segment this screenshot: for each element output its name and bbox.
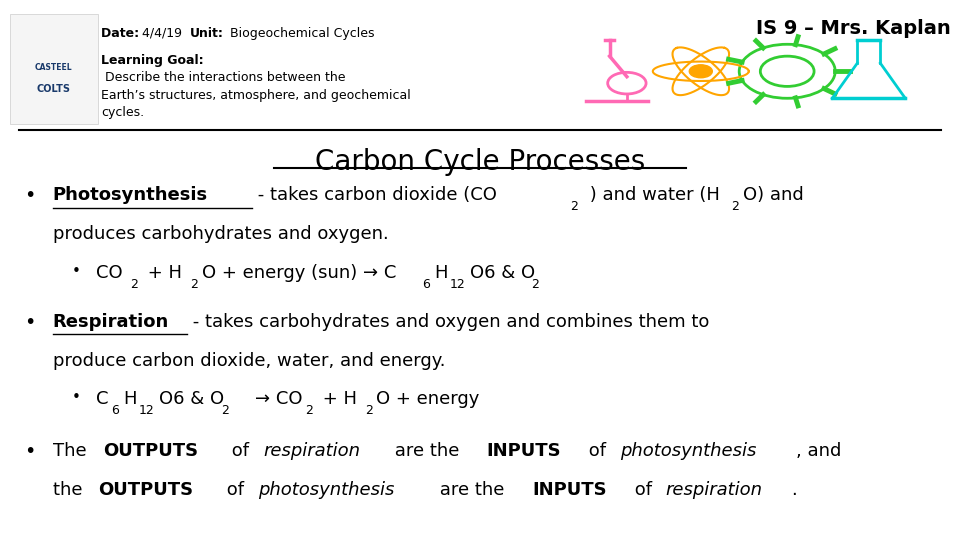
Text: of: of	[227, 442, 255, 460]
Text: 6: 6	[111, 404, 119, 417]
Text: COLTS: COLTS	[36, 84, 71, 94]
Text: Describe the interactions between the: Describe the interactions between the	[101, 71, 346, 84]
Text: IS 9 – Mrs. Kaplan: IS 9 – Mrs. Kaplan	[756, 19, 950, 38]
Text: - takes carbohydrates and oxygen and combines them to: - takes carbohydrates and oxygen and com…	[187, 313, 709, 330]
Text: - takes carbon dioxide (CO: - takes carbon dioxide (CO	[252, 186, 496, 204]
Text: INPUTS: INPUTS	[532, 481, 607, 498]
Text: of: of	[629, 481, 658, 498]
Text: CO: CO	[96, 264, 123, 282]
Text: •: •	[72, 264, 81, 279]
Text: photosynthesis: photosynthesis	[620, 442, 756, 460]
Text: 12: 12	[449, 278, 465, 291]
Text: , and: , and	[796, 442, 842, 460]
Text: 2: 2	[221, 404, 228, 417]
Text: 2: 2	[365, 404, 372, 417]
Text: H: H	[123, 390, 136, 408]
Text: + H: + H	[317, 390, 357, 408]
Text: Earth’s structures, atmosphere, and geochemical: Earth’s structures, atmosphere, and geoc…	[101, 89, 411, 102]
Text: OUTPUTS: OUTPUTS	[98, 481, 193, 498]
Bar	[10, 14, 98, 124]
Text: 2: 2	[131, 278, 138, 291]
Text: Carbon Cycle Processes: Carbon Cycle Processes	[315, 148, 645, 177]
Text: ) and water (H: ) and water (H	[584, 186, 720, 204]
Text: 2: 2	[305, 404, 313, 417]
Text: 2: 2	[531, 278, 539, 291]
Text: are the: are the	[434, 481, 510, 498]
Text: •: •	[24, 313, 36, 332]
Text: Learning Goal:: Learning Goal:	[101, 54, 204, 67]
Text: are the: are the	[389, 442, 465, 460]
Text: photosynthesis: photosynthesis	[258, 481, 395, 498]
Text: O + energy (sun) → C: O + energy (sun) → C	[202, 264, 396, 282]
Text: 2: 2	[570, 200, 578, 213]
Circle shape	[689, 65, 712, 78]
Text: .: .	[791, 481, 797, 498]
Text: OUTPUTS: OUTPUTS	[104, 442, 199, 460]
Text: C: C	[96, 390, 108, 408]
Text: produces carbohydrates and oxygen.: produces carbohydrates and oxygen.	[53, 225, 389, 243]
Text: of: of	[221, 481, 250, 498]
Text: The: The	[53, 442, 92, 460]
Text: respiration: respiration	[263, 442, 360, 460]
Text: Photosynthesis: Photosynthesis	[53, 186, 208, 204]
Text: Date:: Date:	[101, 27, 143, 40]
Text: Unit:: Unit:	[190, 27, 224, 40]
Text: H: H	[434, 264, 447, 282]
Text: INPUTS: INPUTS	[487, 442, 562, 460]
Text: •: •	[24, 186, 36, 205]
Text: Biogeochemical Cycles: Biogeochemical Cycles	[226, 27, 374, 40]
Text: → CO: → CO	[232, 390, 302, 408]
Text: O) and: O) and	[743, 186, 804, 204]
Text: 4/4/19: 4/4/19	[142, 27, 186, 40]
Text: respiration: respiration	[665, 481, 762, 498]
Text: of: of	[583, 442, 612, 460]
Text: 6: 6	[422, 278, 430, 291]
Text: CASTEEL: CASTEEL	[35, 63, 73, 72]
Text: O + energy: O + energy	[376, 390, 480, 408]
Text: 2: 2	[732, 200, 739, 213]
Text: •: •	[72, 390, 81, 406]
Text: 2: 2	[190, 278, 198, 291]
Text: produce carbon dioxide, water, and energy.: produce carbon dioxide, water, and energ…	[53, 352, 445, 369]
Text: O6 & O: O6 & O	[159, 390, 225, 408]
Text: 12: 12	[138, 404, 154, 417]
Text: Respiration: Respiration	[53, 313, 169, 330]
Text: •: •	[24, 442, 36, 461]
Text: O6 & O: O6 & O	[470, 264, 536, 282]
Text: cycles.: cycles.	[101, 106, 144, 119]
Text: + H: + H	[142, 264, 182, 282]
Text: the: the	[53, 481, 88, 498]
